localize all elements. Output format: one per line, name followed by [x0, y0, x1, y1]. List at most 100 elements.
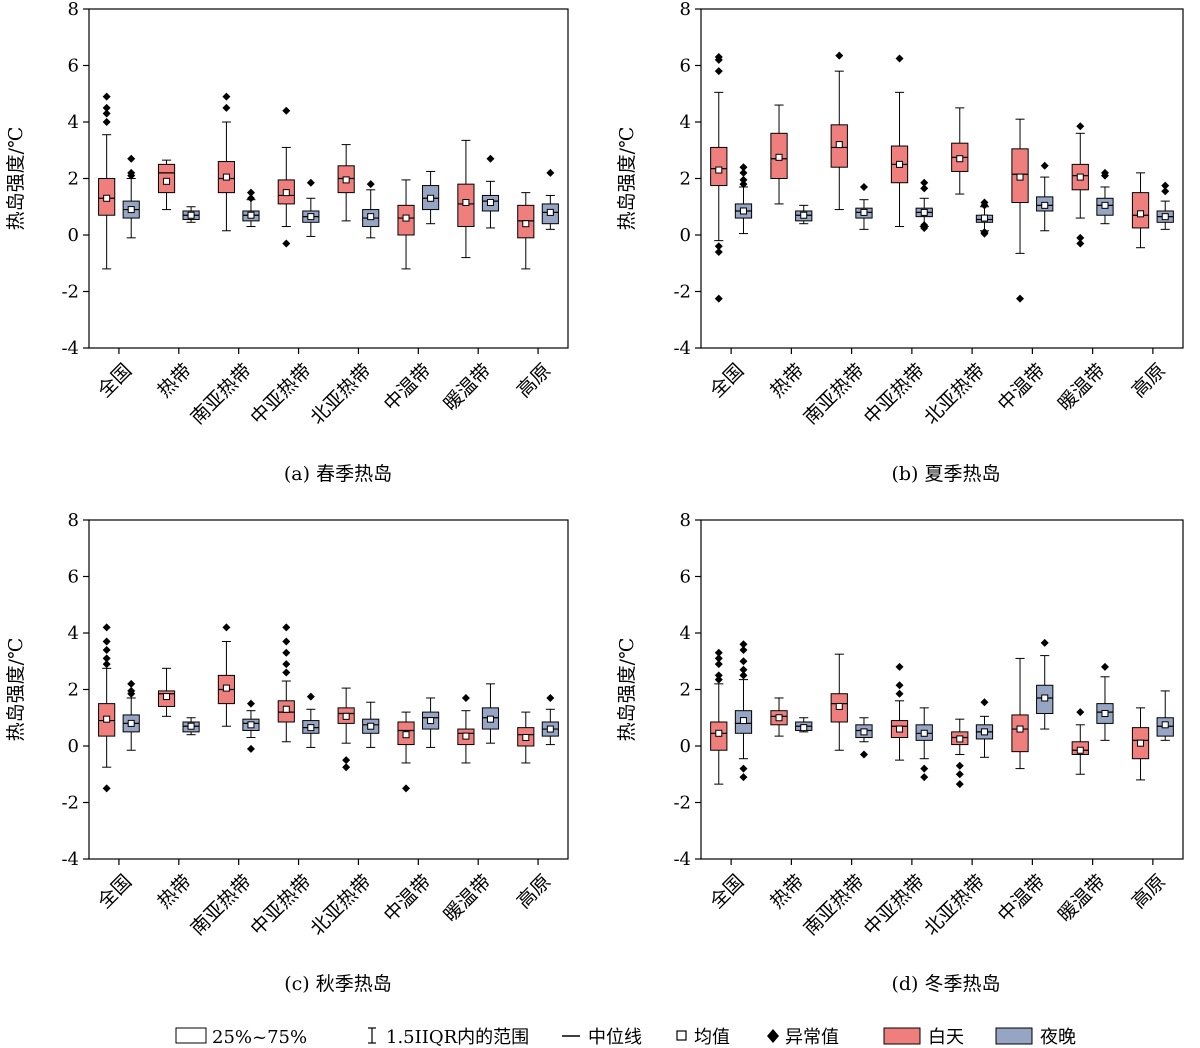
category-label: 南亚热带	[799, 360, 868, 429]
outlier-marker	[461, 693, 470, 702]
category-label: 北亚热带	[920, 871, 989, 940]
mean-marker	[307, 213, 315, 221]
y-axis-label: 热岛强度/℃	[616, 127, 638, 231]
outlier-marker	[739, 671, 748, 680]
mean-marker	[427, 717, 435, 725]
night-box-5	[975, 698, 994, 758]
y-axis-label: 热岛强度/℃	[616, 638, 638, 742]
outlier-marker	[920, 773, 929, 782]
night-box-2	[182, 717, 200, 736]
outlier-marker	[895, 662, 904, 671]
mean-marker	[739, 717, 747, 725]
legend-day-swatch	[883, 1027, 921, 1045]
panel-caption: (b) 夏季热岛	[891, 463, 1000, 485]
outlier-marker	[246, 194, 255, 203]
night-box-6	[422, 697, 440, 748]
mean-marker	[1101, 201, 1109, 209]
category-label: 北亚热带	[920, 360, 989, 429]
mean-marker	[715, 166, 723, 174]
category-label: 中温带	[380, 871, 436, 927]
y-tick-label: 4	[68, 112, 79, 133]
outlier-marker	[714, 660, 723, 669]
category-label: 南亚热带	[187, 871, 256, 940]
mean-marker	[775, 714, 783, 722]
outlier-marker	[714, 294, 723, 303]
category-label: 中温带	[380, 360, 436, 416]
y-tick-label: -2	[673, 793, 691, 814]
outlier-marker	[102, 637, 111, 646]
mean-marker	[247, 211, 255, 219]
mean-marker	[163, 693, 171, 701]
outlier-marker	[306, 692, 315, 701]
mean-marker	[402, 731, 410, 739]
mean-marker	[956, 155, 964, 163]
mean-marker	[1041, 694, 1049, 702]
mean-marker	[462, 199, 470, 207]
outlier-marker	[1076, 708, 1085, 717]
y-tick-label: -2	[61, 793, 79, 814]
y-tick-label: 6	[68, 56, 79, 77]
y-tick-label: 6	[680, 56, 691, 77]
category-label: 北亚热带	[306, 871, 375, 940]
outlier-marker	[1076, 239, 1085, 248]
night-box-3	[242, 699, 260, 753]
day-box-8	[1131, 172, 1150, 249]
outlier-marker	[895, 54, 904, 63]
mean-marker	[980, 728, 988, 736]
outlier-marker	[342, 763, 351, 772]
panel-caption: (a) 春季热岛	[284, 463, 392, 485]
outlier-marker	[1100, 168, 1109, 177]
outlier-marker	[282, 660, 291, 669]
legend-label-night: 夜晚	[1040, 1027, 1076, 1048]
outlier-marker	[714, 671, 723, 680]
day-box-7	[1071, 708, 1089, 775]
y-tick-label: -4	[673, 338, 691, 359]
outlier-marker	[282, 623, 291, 632]
mean-marker	[282, 705, 290, 713]
outlier-marker	[920, 764, 929, 773]
day-box-6	[1011, 657, 1029, 770]
outlier-marker	[739, 640, 748, 649]
legend-label-mean: 均值	[694, 1027, 730, 1048]
day-box-4	[277, 106, 295, 248]
outlier-marker	[739, 163, 748, 172]
outlier-marker	[739, 665, 748, 674]
day-box-7	[457, 139, 475, 259]
mean-marker	[486, 199, 494, 207]
y-tick-label: 6	[680, 567, 691, 588]
y-tick-label: 4	[680, 112, 691, 133]
category-label: 全国	[94, 871, 136, 913]
category-label: 全国	[706, 871, 748, 913]
mean-marker	[307, 724, 315, 732]
outlier-marker	[980, 698, 989, 707]
outlier-marker	[1040, 638, 1049, 647]
outlier-marker	[366, 180, 375, 189]
night-box-1	[122, 154, 140, 239]
mean-marker	[715, 729, 723, 737]
outlier-marker	[895, 689, 904, 698]
y-tick-label: 2	[680, 680, 691, 701]
y-tick-label: 0	[680, 736, 691, 757]
mean-marker	[103, 715, 111, 723]
category-label: 高原	[513, 360, 555, 402]
day-box-3	[217, 92, 235, 232]
mean-marker	[860, 728, 868, 736]
mean-marker	[247, 721, 255, 729]
night-box-7	[481, 683, 500, 744]
mean-marker	[222, 173, 230, 181]
night-box-1	[734, 640, 753, 782]
mean-marker	[800, 724, 808, 732]
outlier-marker	[102, 118, 111, 126]
iqr-box	[1011, 714, 1029, 753]
day-box-4	[890, 54, 909, 228]
outlier-marker	[739, 168, 748, 177]
night-box-4	[302, 178, 320, 237]
category-label: 高原	[1128, 360, 1170, 402]
legend-mean-swatch	[676, 1030, 687, 1041]
night-box-8	[1156, 690, 1174, 741]
mean-marker	[1016, 725, 1024, 733]
day-box-6	[397, 711, 415, 793]
outlier-marker	[1100, 662, 1109, 671]
y-tick-label: -2	[673, 282, 691, 303]
